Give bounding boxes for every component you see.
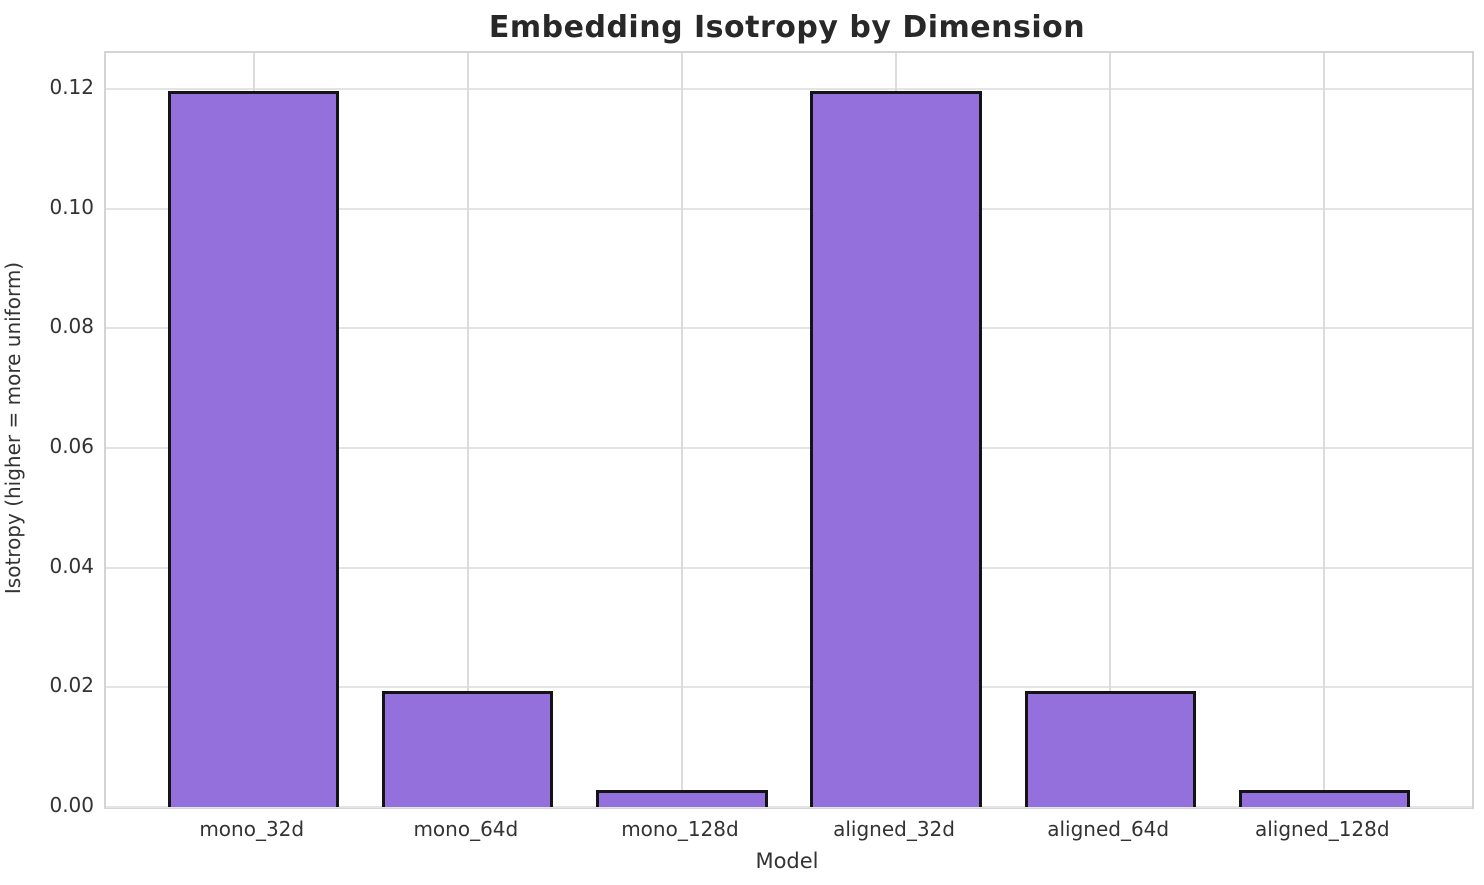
plot-area [104, 51, 1474, 809]
x-tick-label: mono_32d [199, 817, 305, 841]
y-tick-label: 0.00 [49, 793, 94, 817]
gridline-horizontal [106, 566, 1472, 569]
gridline-horizontal [106, 87, 1472, 90]
x-tick-label: aligned_128d [1254, 817, 1390, 841]
bar-mono_64d [382, 690, 554, 807]
y-tick-label: 0.10 [49, 194, 94, 219]
gridline-vertical [680, 53, 683, 807]
y-tick-label: 0.12 [49, 74, 94, 99]
gridline-horizontal [106, 207, 1472, 210]
x-tick-label: mono_64d [413, 817, 519, 841]
gridline-horizontal [106, 686, 1472, 689]
bar-mono_32d [168, 90, 340, 807]
gridline-horizontal [106, 446, 1472, 449]
x-tick-label: aligned_64d [1047, 817, 1170, 841]
gridline-vertical [1323, 53, 1326, 807]
x-tick-label: aligned_32d [833, 817, 955, 841]
y-tick-label: 0.08 [49, 314, 94, 339]
x-tick-label: mono_128d [621, 817, 739, 841]
y-tick-label: 0.02 [49, 673, 94, 698]
chart-title: Embedding Isotropy by Dimension [488, 10, 1086, 45]
gridline-horizontal [106, 327, 1472, 330]
y-axis-label: Isotropy (higher = more uniform) [1, 261, 25, 595]
bar-aligned_128d [1238, 789, 1410, 807]
bar-aligned_32d [810, 90, 982, 807]
bar-mono_128d [596, 789, 768, 807]
y-tick-label: 0.04 [49, 553, 94, 578]
gridline-vertical [466, 53, 469, 807]
y-tick-label: 0.06 [49, 433, 94, 458]
gridline-horizontal [106, 806, 1472, 808]
gridline-vertical [1109, 53, 1112, 807]
x-axis-label: Model [755, 849, 819, 873]
bar-aligned_64d [1024, 690, 1196, 807]
